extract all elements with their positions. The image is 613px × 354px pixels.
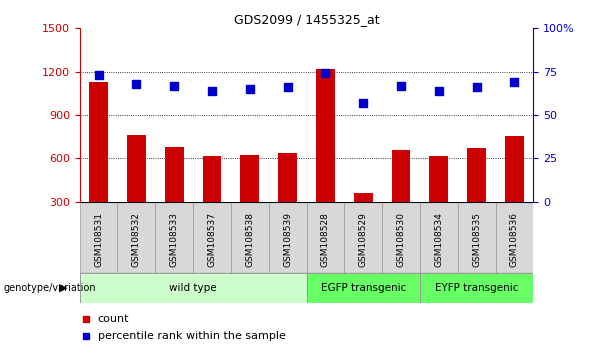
Point — [169, 83, 179, 88]
Bar — [231, 202, 268, 273]
Bar — [382, 202, 420, 273]
Point — [396, 83, 406, 88]
Point — [472, 85, 482, 90]
Bar — [278, 153, 297, 202]
Bar — [505, 136, 524, 202]
Bar — [165, 147, 184, 202]
Bar — [240, 155, 259, 202]
Text: GSM108537: GSM108537 — [207, 212, 216, 267]
Point — [283, 85, 292, 90]
Bar — [420, 273, 533, 303]
Bar — [155, 202, 193, 273]
Title: GDS2099 / 1455325_at: GDS2099 / 1455325_at — [234, 13, 379, 26]
Text: ▶: ▶ — [59, 282, 67, 293]
Text: GSM108530: GSM108530 — [397, 212, 406, 267]
Text: EGFP transgenic: EGFP transgenic — [321, 282, 406, 293]
Bar — [268, 202, 306, 273]
Bar — [80, 202, 118, 273]
Bar — [429, 156, 448, 202]
Point — [245, 86, 255, 92]
Point — [207, 88, 217, 93]
Text: wild type: wild type — [169, 282, 217, 293]
Point — [358, 100, 368, 106]
Point — [321, 70, 330, 76]
Bar — [193, 202, 231, 273]
Point — [94, 72, 104, 78]
Bar — [202, 155, 221, 202]
Bar — [467, 148, 486, 202]
Text: GSM108534: GSM108534 — [434, 212, 443, 267]
Text: EYFP transgenic: EYFP transgenic — [435, 282, 519, 293]
Bar — [495, 202, 533, 273]
Bar — [89, 82, 108, 202]
Text: GSM108533: GSM108533 — [170, 212, 179, 267]
Bar — [80, 273, 306, 303]
Bar — [458, 202, 495, 273]
Text: GSM108531: GSM108531 — [94, 212, 103, 267]
Bar — [306, 202, 345, 273]
Text: count: count — [98, 314, 129, 324]
Text: GSM108528: GSM108528 — [321, 212, 330, 267]
Bar — [118, 202, 155, 273]
Text: GSM108536: GSM108536 — [510, 212, 519, 267]
Bar — [392, 150, 411, 202]
Bar — [127, 135, 146, 202]
Text: GSM108535: GSM108535 — [472, 212, 481, 267]
Text: percentile rank within the sample: percentile rank within the sample — [98, 331, 286, 341]
Point — [434, 88, 444, 93]
Bar — [306, 273, 420, 303]
Text: GSM108538: GSM108538 — [245, 212, 254, 267]
Text: GSM108532: GSM108532 — [132, 212, 141, 267]
Point — [509, 79, 519, 85]
Text: genotype/variation: genotype/variation — [3, 282, 96, 293]
Bar — [354, 193, 373, 202]
Text: GSM108529: GSM108529 — [359, 212, 368, 267]
Bar — [420, 202, 458, 273]
Text: GSM108539: GSM108539 — [283, 212, 292, 267]
Bar — [345, 202, 382, 273]
Bar — [316, 69, 335, 202]
Point — [131, 81, 141, 87]
